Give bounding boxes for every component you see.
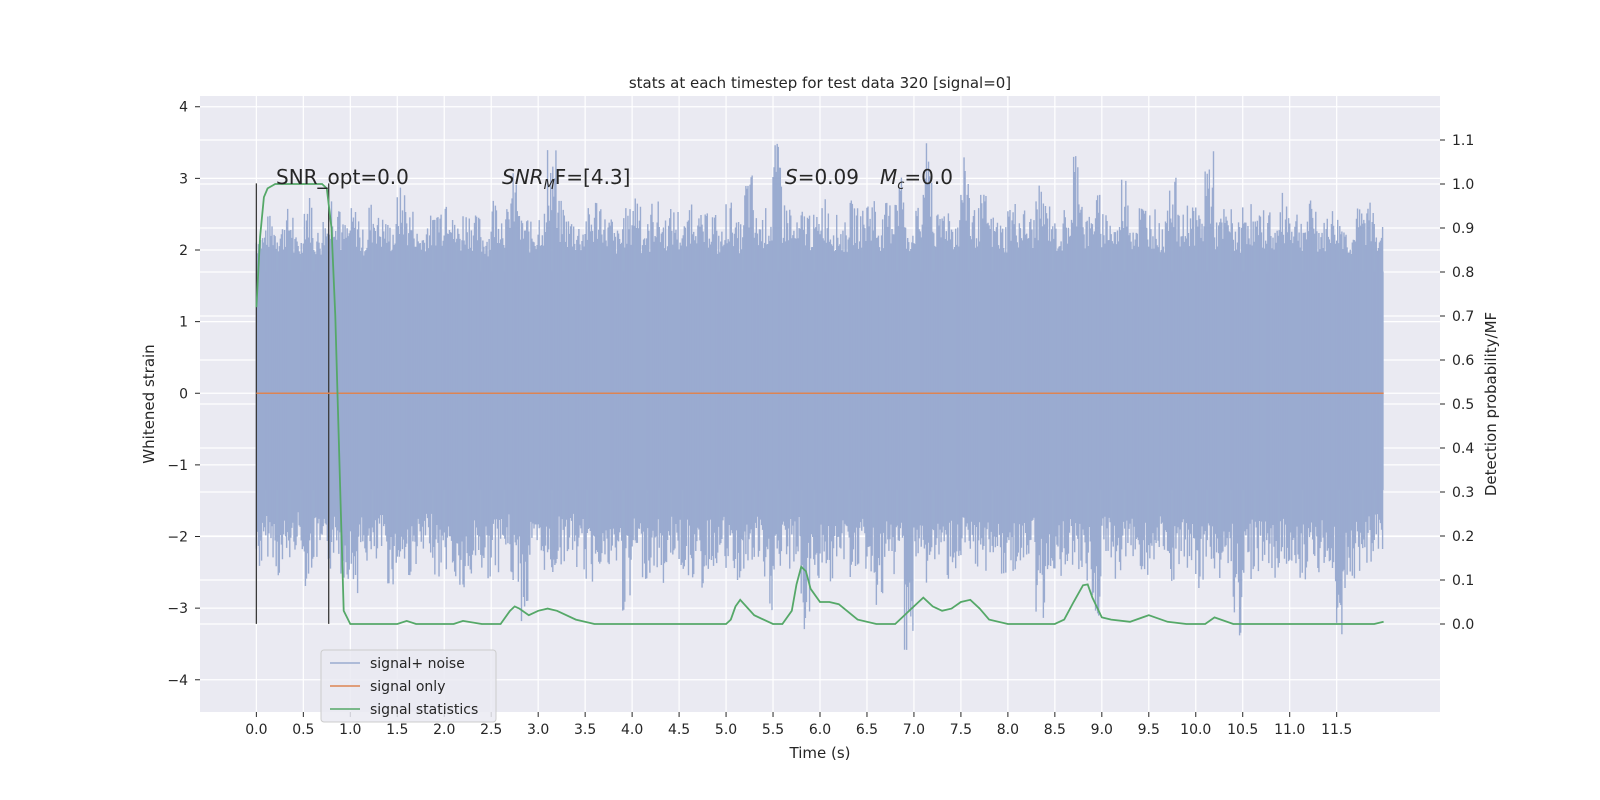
annotation-snr-mf-subscript: M: [544, 178, 555, 193]
y-right-tick-label: 0.1: [1452, 573, 1474, 589]
x-tick-label: 2.5: [480, 722, 502, 738]
y-tick-label: −2: [167, 530, 188, 546]
x-tick-label: 1.0: [339, 722, 361, 738]
x-tick-label: 0.5: [292, 722, 314, 738]
x-tick-label: 0.0: [245, 722, 267, 738]
x-tick-label: 7.5: [950, 722, 972, 738]
y-tick-label: 2: [179, 243, 188, 259]
legend-label-signal-only: signal only: [370, 679, 445, 695]
annotation-s-symbol: S: [785, 165, 798, 189]
y-right-tick-label: 0.4: [1452, 441, 1474, 457]
y-tick-label: −4: [167, 673, 188, 689]
y-axis-label: Whitened strain: [140, 344, 158, 463]
x-tick-label: 4.0: [621, 722, 643, 738]
y-right-tick-label: 0.5: [1452, 397, 1474, 413]
y-tick-label: 0: [179, 386, 188, 402]
x-tick-label: 5.5: [762, 722, 784, 738]
annotation-snr-opt: SNR_opt=0.0: [276, 165, 409, 189]
legend-label-signal-noise: signal+ noise: [370, 656, 465, 672]
annotation-mc-value: =0.0: [904, 165, 953, 189]
x-tick-label: 7.0: [903, 722, 925, 738]
annotation-mc-symbol: M: [880, 165, 897, 189]
annotation-mc-subscript: c: [897, 178, 904, 193]
x-tick-label: 11.0: [1274, 722, 1305, 738]
y-right-tick-label: 1.0: [1452, 177, 1474, 193]
y-tick-label: 1: [179, 315, 188, 331]
x-tick-label: 3.5: [574, 722, 596, 738]
y-tick-label: 4: [179, 100, 188, 116]
y-tick-label: −1: [167, 458, 188, 474]
y-right-tick-label: 0.9: [1452, 221, 1474, 237]
y-right-tick-label: 0.7: [1452, 309, 1474, 325]
x-tick-label: 3.0: [527, 722, 549, 738]
signal-statistics-line: [255, 183, 1384, 625]
series-signal-statistics: [255, 183, 1384, 625]
annotation-s: S=0.09: [785, 165, 859, 189]
x-tick-label: 6.0: [809, 722, 831, 738]
chart-title: stats at each timestep for test data 320…: [629, 74, 1011, 92]
annotation-mc: Mc=0.0: [880, 165, 953, 193]
annotation-snr-mf-symbol: SNR: [502, 165, 544, 189]
y-right-tick-label: 0.3: [1452, 485, 1474, 501]
series-signal-noise: [255, 143, 1384, 650]
y-right-tick-label: 0.8: [1452, 265, 1474, 281]
annotation-snr-mf-value: F=[4.3]: [555, 165, 631, 189]
annotation-s-value: =0.09: [798, 165, 859, 189]
annotation-snr-mf: SNRMF=[4.3]: [502, 165, 630, 193]
y-right-tick-label: 0.2: [1452, 529, 1474, 545]
x-tick-label: 1.5: [386, 722, 408, 738]
x-tick-label: 8.0: [997, 722, 1019, 738]
tick-labels: 0.0 0.5 1.0 1.5 2.0 2.5 3.0 3.5 4.0 4.5 5.0 5.5 6.0 6…: [167, 100, 1474, 738]
x-axis-label: Time (s): [789, 744, 851, 762]
x-tick-label: 9.0: [1091, 722, 1113, 738]
legend-frame: [320, 649, 497, 723]
x-tick-label: 2.0: [433, 722, 455, 738]
x-tick-label: 10.5: [1227, 722, 1258, 738]
legend: signal+ noise signal only signal statist…: [320, 649, 497, 723]
y-right-tick-label: 0.6: [1452, 353, 1474, 369]
y-tick-label: 3: [179, 171, 188, 187]
y-right-tick-label: 0.0: [1452, 617, 1474, 633]
y-right-tick-label: 1.1: [1452, 133, 1474, 149]
x-tick-label: 5.0: [715, 722, 737, 738]
y-axis-right-label: Detection probability/MF: [1482, 312, 1500, 496]
y-tick-label: −3: [167, 601, 188, 617]
legend-label-signal-statistics: signal statistics: [370, 702, 478, 718]
x-tick-label: 10.0: [1180, 722, 1211, 738]
x-tick-label: 4.5: [668, 722, 690, 738]
x-tick-label: 6.5: [856, 722, 878, 738]
x-tick-label: 9.5: [1138, 722, 1160, 738]
x-tick-label: 8.5: [1044, 722, 1066, 738]
x-tick-label: 11.5: [1321, 722, 1352, 738]
detection-window-lines: [255, 183, 330, 624]
